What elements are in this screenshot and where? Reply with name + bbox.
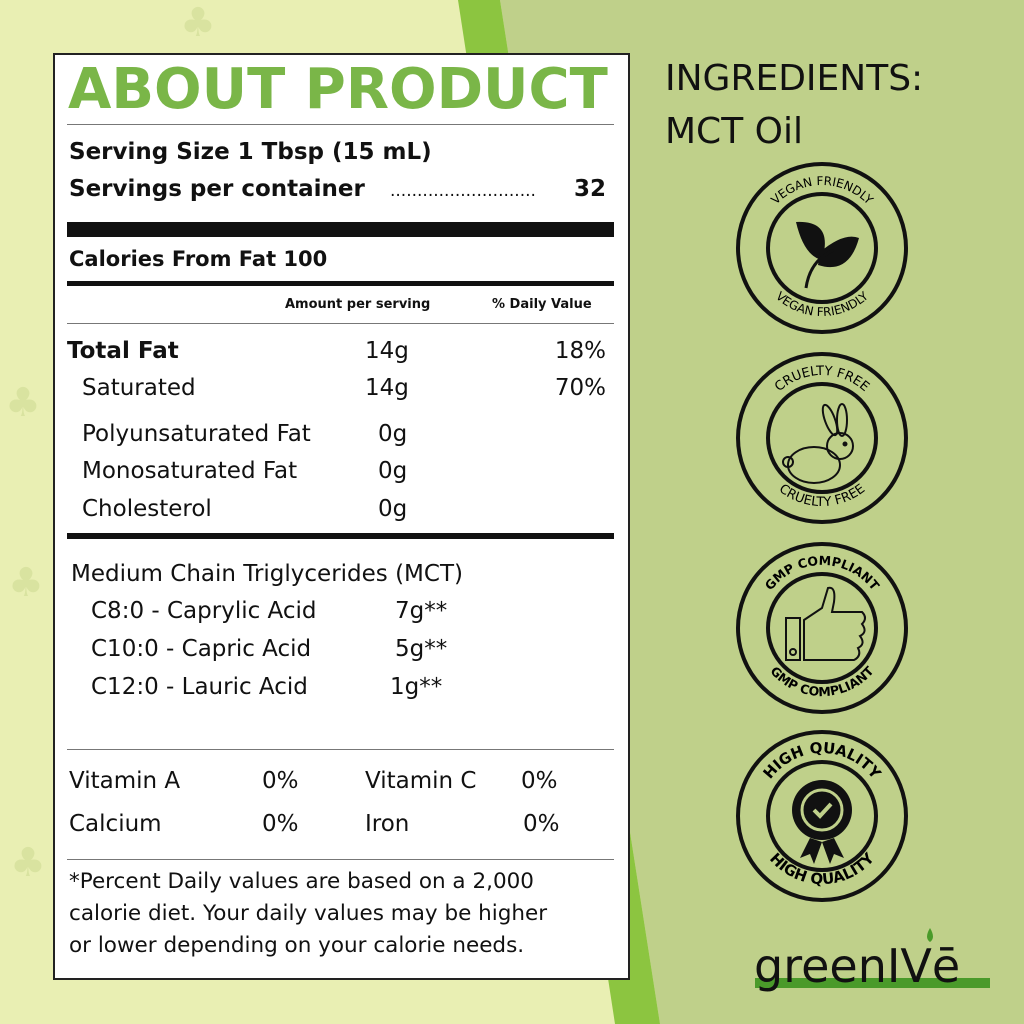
nutrient-name: Polyunsaturated Fat [82, 421, 311, 447]
footnote-line: or lower depending on your calorie needs… [69, 933, 525, 958]
thick-divider [67, 533, 614, 539]
nutrient-amount: 0g [378, 421, 408, 447]
badge-cruelty-free: CRUELTY FREE CRUELTY FREE [736, 352, 908, 524]
vitamin-name: Vitamin A [69, 768, 181, 794]
badge-text: CRUELTY FREE [776, 481, 868, 510]
badge-gmp-compliant: GMP COMPLIANT GMP COMPLIANT [736, 542, 908, 714]
nutrient-amount: 0g [378, 496, 408, 522]
brand-logo: greenIVē [754, 928, 990, 993]
mct-name: C8:0 - Caprylic Acid [91, 598, 317, 624]
rabbit-icon [782, 403, 854, 484]
serving-size: Serving Size 1 Tbsp (15 mL) [69, 139, 432, 165]
brand-name: greenIVē [754, 939, 960, 993]
servings-per-container-value: 32 [573, 176, 606, 202]
column-header-amount: Amount per serving [285, 297, 431, 312]
badge-high-quality: HIGH QUALITY HIGH QUALITY [736, 730, 908, 902]
badge-vegan-friendly: VEGAN FRIENDLY VEGAN FRIENDLY [736, 162, 908, 334]
divider [67, 281, 614, 286]
mct-amount: 1g** [390, 674, 443, 700]
vitamin-name: Vitamin C [365, 768, 477, 794]
nutrient-amount: 14g [365, 338, 409, 364]
ivy-leaf-decoration: ♣ [10, 840, 46, 886]
calories-from-fat: Calories From Fat 100 [69, 247, 328, 271]
divider [67, 859, 614, 860]
thumbs-up-icon [785, 586, 866, 661]
vitamin-value: 0% [262, 811, 299, 837]
svg-text:CRUELTY FREE: CRUELTY FREE [776, 481, 868, 510]
ingredients-value: MCT Oil [665, 111, 803, 152]
nutrient-name: Saturated [82, 375, 196, 401]
thick-divider [67, 222, 614, 237]
nutrient-name: Cholesterol [82, 496, 212, 522]
ivy-leaf-decoration: ♣ [5, 380, 41, 426]
ingredients-section: INGREDIENTS: MCT Oil [665, 52, 923, 158]
mct-name: C10:0 - Capric Acid [91, 636, 312, 662]
mct-amount: 5g** [395, 636, 448, 662]
footnote-line: *Percent Daily values are based on a 2,0… [69, 869, 534, 894]
mct-name: C12:0 - Lauric Acid [91, 674, 308, 700]
servings-dots: ........................... [390, 181, 536, 201]
badge-text: VEGAN FRIENDLY [768, 174, 876, 208]
nutrient-daily: 18% [554, 338, 606, 364]
svg-text:VEGAN FRIENDLY: VEGAN FRIENDLY [768, 174, 876, 208]
footnote-line: calorie diet. Your daily values may be h… [69, 901, 548, 926]
award-seal-icon [792, 780, 852, 864]
nutrient-amount: 0g [378, 458, 408, 484]
nutrition-label: ABOUT PRODUCT Serving Size 1 Tbsp (15 mL… [53, 53, 630, 980]
nutrient-name: Total Fat [67, 338, 179, 364]
ivy-leaf-decoration: ♣ [180, 0, 216, 46]
label-title: ABOUT PRODUCT [68, 57, 608, 122]
ivy-leaf-decoration: ♣ [8, 560, 44, 606]
mct-amount: 7g** [395, 598, 448, 624]
nutrient-amount: 14g [365, 375, 409, 401]
divider [67, 323, 614, 324]
vitamin-value: 0% [262, 768, 299, 794]
badge-text: CRUELTY FREE [772, 364, 872, 395]
svg-text:CRUELTY FREE: CRUELTY FREE [772, 364, 872, 395]
column-header-daily-value: % Daily Value [492, 297, 592, 312]
mct-heading: Medium Chain Triglycerides (MCT) [71, 561, 463, 587]
vitamin-name: Calcium [69, 811, 162, 837]
leaf-icon [796, 221, 859, 289]
divider [67, 124, 614, 125]
divider [67, 749, 614, 750]
ingredients-heading: INGREDIENTS: [665, 58, 924, 99]
nutrient-daily: 70% [554, 375, 606, 401]
vitamin-name: Iron [365, 811, 410, 837]
vitamin-value: 0% [523, 811, 560, 837]
servings-per-container-label: Servings per container [69, 176, 365, 202]
nutrient-name: Monosaturated Fat [82, 458, 298, 484]
vitamin-value: 0% [521, 768, 558, 794]
